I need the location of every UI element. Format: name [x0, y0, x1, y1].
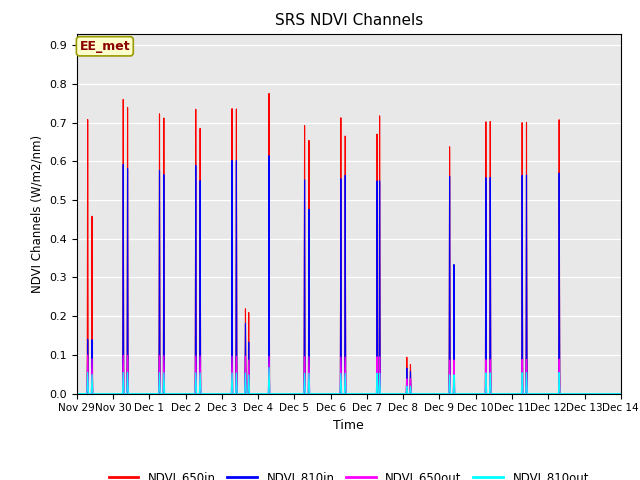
- NDVI_810out: [265, 365, 273, 371]
- NDVI_810in: [615, 391, 623, 396]
- NDVI_650in: [501, 391, 509, 396]
- NDVI_810in: [276, 391, 284, 396]
- NDVI_810out: [617, 391, 625, 396]
- NDVI_650in: [73, 391, 81, 396]
- NDVI_810in: [501, 391, 509, 396]
- NDVI_650in: [184, 391, 191, 396]
- Line: NDVI_810out: NDVI_810out: [77, 368, 621, 394]
- Title: SRS NDVI Channels: SRS NDVI Channels: [275, 13, 423, 28]
- NDVI_650out: [501, 391, 509, 396]
- NDVI_810out: [615, 391, 623, 396]
- NDVI_650in: [424, 391, 431, 396]
- NDVI_650in: [617, 391, 625, 396]
- NDVI_810out: [424, 391, 431, 396]
- NDVI_810out: [501, 391, 509, 396]
- NDVI_650in: [189, 391, 197, 396]
- NDVI_650out: [84, 352, 92, 358]
- NDVI_810in: [424, 391, 431, 396]
- NDVI_650out: [424, 391, 431, 396]
- NDVI_810in: [73, 391, 81, 396]
- NDVI_650out: [184, 391, 191, 396]
- NDVI_810out: [73, 391, 81, 396]
- NDVI_810out: [189, 391, 197, 396]
- NDVI_650out: [73, 391, 81, 396]
- NDVI_810in: [184, 391, 191, 396]
- NDVI_650in: [615, 391, 623, 396]
- NDVI_810out: [276, 391, 284, 396]
- NDVI_810out: [184, 391, 191, 396]
- NDVI_650in: [265, 91, 273, 96]
- Line: NDVI_650in: NDVI_650in: [77, 94, 621, 394]
- NDVI_650out: [276, 391, 284, 396]
- NDVI_650out: [615, 391, 623, 396]
- NDVI_650in: [276, 391, 284, 396]
- NDVI_810in: [265, 153, 273, 158]
- X-axis label: Time: Time: [333, 419, 364, 432]
- Text: EE_met: EE_met: [79, 40, 130, 53]
- NDVI_810in: [617, 391, 625, 396]
- Line: NDVI_650out: NDVI_650out: [77, 355, 621, 394]
- NDVI_810in: [189, 391, 197, 396]
- Y-axis label: NDVI Channels (W/m2/nm): NDVI Channels (W/m2/nm): [31, 134, 44, 293]
- NDVI_650out: [189, 391, 197, 396]
- Line: NDVI_810in: NDVI_810in: [77, 156, 621, 394]
- NDVI_650out: [617, 391, 625, 396]
- Legend: NDVI_650in, NDVI_810in, NDVI_650out, NDVI_810out: NDVI_650in, NDVI_810in, NDVI_650out, NDV…: [104, 466, 594, 480]
